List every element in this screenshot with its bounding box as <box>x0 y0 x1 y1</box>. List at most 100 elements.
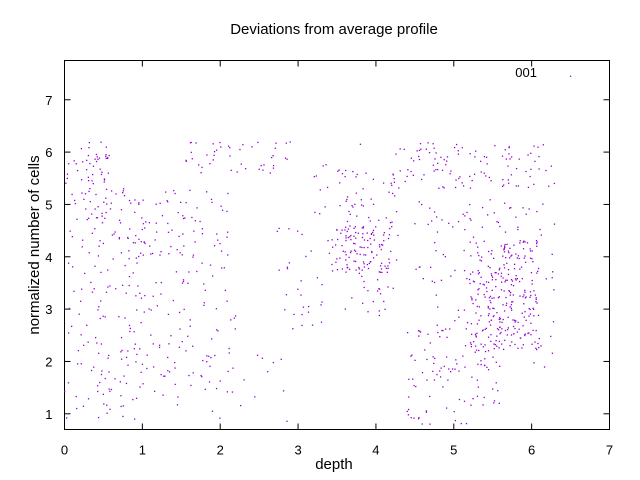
data-point <box>185 159 187 162</box>
data-point <box>94 336 97 339</box>
data-point <box>82 405 85 407</box>
data-point <box>495 361 497 363</box>
data-point <box>86 324 88 327</box>
data-point <box>66 173 69 175</box>
data-point <box>517 347 519 349</box>
data-point <box>367 290 369 292</box>
data-point <box>319 189 321 191</box>
data-point <box>99 381 101 384</box>
data-point <box>128 284 130 287</box>
data-point <box>143 311 145 313</box>
data-point <box>395 153 397 155</box>
data-point <box>499 321 501 323</box>
data-point <box>362 227 364 229</box>
data-point <box>472 280 475 282</box>
data-point <box>125 292 127 294</box>
data-point <box>469 342 472 344</box>
data-point <box>354 243 356 245</box>
data-point <box>110 388 113 391</box>
data-point <box>191 158 193 160</box>
data-point <box>419 331 422 333</box>
data-point <box>433 211 436 213</box>
data-point <box>183 245 185 247</box>
data-point <box>435 168 437 171</box>
data-point <box>487 305 489 308</box>
data-point <box>508 251 510 254</box>
data-point <box>73 160 75 162</box>
data-point <box>493 343 495 345</box>
data-point <box>391 226 393 228</box>
data-point <box>125 356 128 359</box>
data-point <box>226 236 228 238</box>
data-point <box>110 202 113 204</box>
data-point <box>510 279 513 281</box>
data-point <box>489 308 491 310</box>
data-point <box>129 327 132 330</box>
data-point <box>435 294 437 296</box>
data-point <box>472 341 475 343</box>
data-point <box>352 170 354 173</box>
data-point <box>491 279 494 281</box>
data-point <box>455 143 458 146</box>
data-point <box>156 305 158 307</box>
data-point <box>91 291 94 293</box>
data-point <box>551 277 553 279</box>
data-point <box>305 255 307 258</box>
data-point <box>483 396 485 399</box>
data-point <box>87 341 89 343</box>
data-point <box>384 265 386 267</box>
data-point <box>517 185 520 187</box>
data-point <box>454 419 457 422</box>
data-point <box>407 169 409 171</box>
x-tick-label: 1 <box>139 443 146 458</box>
data-point <box>141 217 143 219</box>
data-point <box>388 191 390 193</box>
data-point <box>464 345 467 347</box>
data-point <box>492 315 495 318</box>
data-point <box>524 333 526 335</box>
data-point <box>476 379 478 381</box>
data-point <box>529 257 532 259</box>
data-point <box>523 303 525 305</box>
data-point <box>398 187 400 189</box>
data-point <box>420 178 423 181</box>
data-point <box>367 267 370 270</box>
data-point <box>140 371 142 373</box>
data-point <box>121 284 124 287</box>
data-point <box>211 410 214 412</box>
data-point <box>101 222 104 224</box>
data-point <box>355 176 357 178</box>
data-point <box>107 357 109 359</box>
data-point <box>513 268 516 270</box>
data-point <box>408 396 410 398</box>
data-point <box>370 243 372 245</box>
data-point <box>139 292 141 294</box>
data-point <box>108 354 110 357</box>
data-point <box>457 220 460 223</box>
data-point <box>71 236 74 238</box>
data-point <box>95 153 98 156</box>
data-point <box>67 262 70 264</box>
data-point <box>454 368 456 370</box>
data-point <box>234 315 237 317</box>
data-point <box>200 172 202 174</box>
data-point <box>92 165 95 167</box>
data-point <box>486 290 488 293</box>
data-point <box>425 410 428 412</box>
data-point <box>361 246 363 249</box>
data-point <box>75 395 77 398</box>
data-point <box>355 269 357 271</box>
data-point <box>315 175 317 177</box>
data-point <box>177 396 179 398</box>
data-point <box>152 295 154 297</box>
data-point <box>173 190 175 192</box>
data-point <box>474 345 477 347</box>
data-point <box>491 250 493 252</box>
data-point <box>474 333 477 335</box>
data-point <box>108 388 110 390</box>
data-point <box>392 174 394 176</box>
data-point <box>426 358 428 361</box>
data-point <box>469 273 472 275</box>
data-point <box>146 354 148 356</box>
data-point <box>182 217 185 220</box>
